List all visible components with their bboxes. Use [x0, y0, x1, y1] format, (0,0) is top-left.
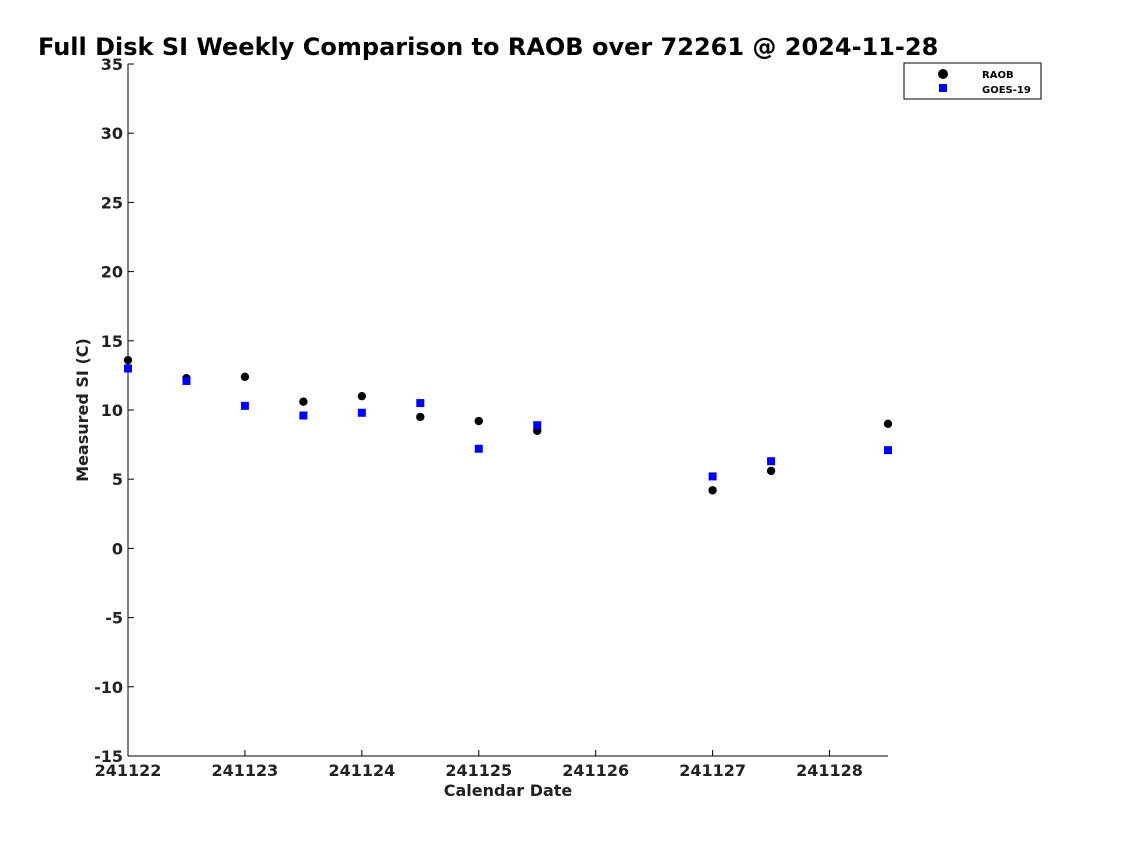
y-tick-label: 5 — [112, 470, 123, 489]
goes19-point — [240, 401, 249, 410]
goes19-point — [299, 411, 308, 420]
goes19-point — [884, 446, 892, 455]
legend: RAOB GOES-19 — [903, 62, 1042, 100]
legend-box — [903, 62, 1042, 100]
raob-point — [883, 419, 893, 429]
goes19-point — [767, 457, 776, 466]
raob-point — [299, 397, 308, 406]
raob-point — [708, 486, 717, 495]
y-axis-label: Measured SI (C) — [73, 338, 92, 482]
raob-point — [123, 355, 133, 365]
y-tick-label: 35 — [101, 55, 123, 74]
data-points — [123, 355, 893, 495]
legend-label-goes19: GOES-19 — [982, 85, 1031, 96]
x-tick-label: 241122 — [95, 761, 162, 780]
y-tick-label: 25 — [101, 193, 123, 212]
goes19-point — [474, 444, 483, 453]
legend-label-raob: RAOB — [982, 70, 1014, 81]
x-tick-label: 241125 — [445, 761, 512, 780]
goes19-point — [533, 421, 542, 430]
goes19-point — [416, 399, 425, 408]
x-tick-label: 241128 — [796, 761, 863, 780]
raob-point — [416, 412, 425, 422]
goes19-point — [124, 364, 132, 373]
x-tick-label: 241127 — [679, 761, 746, 780]
legend-marker-raob — [938, 69, 948, 79]
y-tick-label: 10 — [101, 401, 123, 420]
plot-area — [127, 64, 888, 757]
y-tick-label: 15 — [101, 332, 123, 351]
raob-point — [357, 391, 367, 401]
raob-point — [766, 466, 776, 476]
y-ticks: -15 -10 -5 0 5 10 15 20 25 30 35 — [94, 55, 134, 766]
chart-title: Full Disk SI Weekly Comparison to RAOB o… — [38, 33, 938, 61]
y-tick-label: -15 — [94, 747, 123, 766]
y-tick-label: -10 — [94, 678, 123, 697]
goes19-point — [708, 472, 717, 481]
x-tick-label: 241123 — [212, 761, 279, 780]
goes19-point — [182, 376, 191, 385]
legend-marker-goes19 — [939, 84, 947, 92]
x-tick-label: 241126 — [562, 761, 629, 780]
x-axis-label: Calendar Date — [444, 781, 573, 800]
y-tick-label: 0 — [112, 539, 123, 558]
raob-point — [474, 416, 483, 426]
goes19-point — [357, 408, 366, 417]
y-tick-label: -5 — [105, 609, 123, 628]
y-tick-label: 20 — [101, 263, 123, 282]
x-tick-label: 241124 — [328, 761, 395, 780]
x-ticks: 241122 241123 241124 241125 241126 241127 2411… — [95, 750, 863, 780]
raob-point — [240, 372, 250, 381]
y-tick-label: 30 — [101, 124, 123, 143]
